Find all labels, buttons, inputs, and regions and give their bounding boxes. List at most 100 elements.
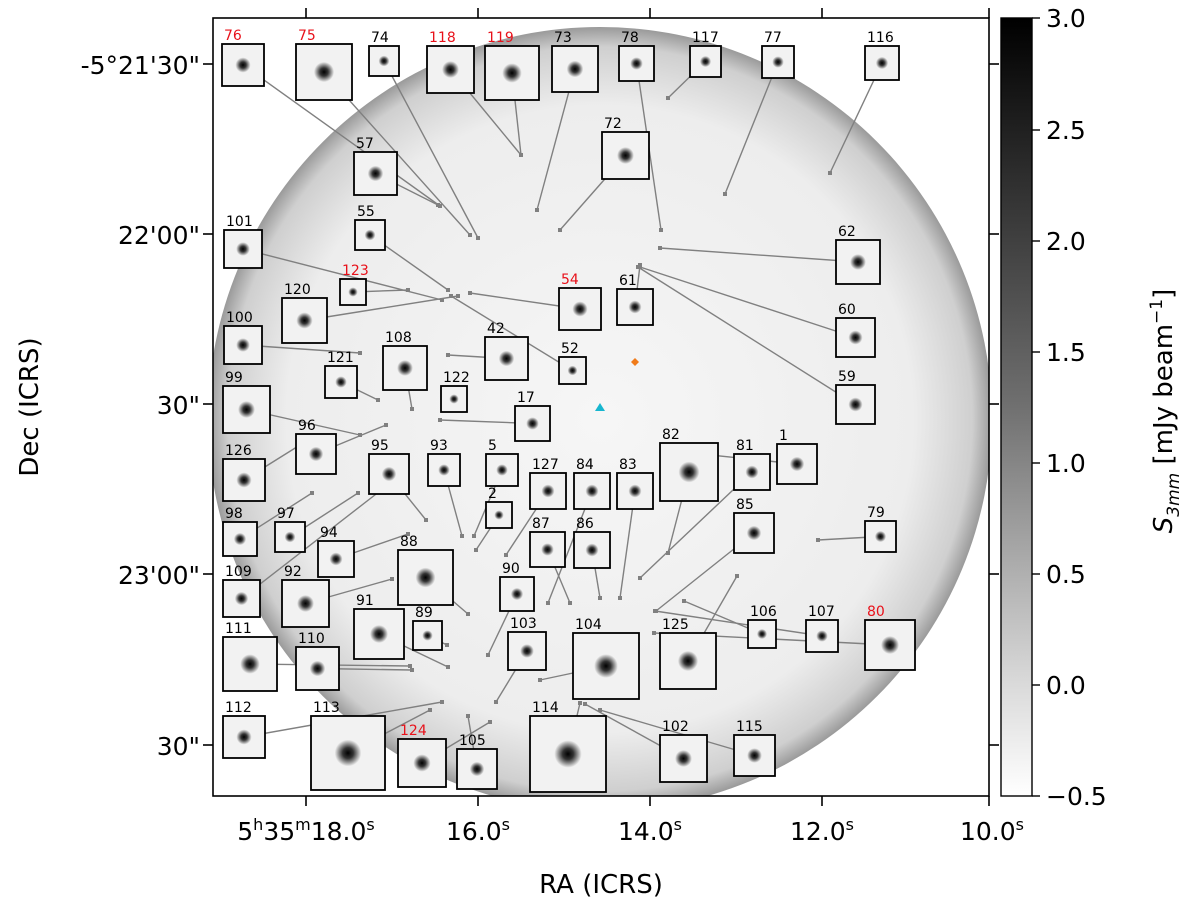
source-blob — [746, 525, 762, 541]
y-tick-labels: -5°21'30" 22'00" 30" 23'00" 30" — [81, 51, 200, 761]
source-position-marker — [438, 418, 442, 422]
colorbar-tick-label: 1.5 — [1046, 338, 1086, 367]
source-blob — [628, 300, 642, 314]
inset-frame — [281, 297, 328, 344]
source-blob — [367, 165, 384, 182]
source-inset-123: 123 — [339, 263, 369, 306]
source-position-marker — [735, 574, 739, 578]
source-position-marker — [424, 518, 428, 522]
source-label: 108 — [385, 330, 412, 346]
source-blob — [848, 330, 863, 345]
source-position-marker — [446, 288, 450, 292]
source-label: 103 — [510, 616, 537, 632]
source-label: 60 — [838, 302, 856, 318]
source-blob — [498, 350, 515, 367]
source-inset-90: 90 — [499, 561, 535, 612]
source-blob — [415, 567, 436, 588]
x-axis-title: RA (ICRS) — [539, 870, 663, 900]
source-inset-94: 94 — [317, 525, 355, 578]
source-inset-117: 117 — [689, 30, 722, 78]
source-blob — [236, 242, 250, 256]
leader-line — [242, 64, 441, 207]
x-tick-label: 14.0s — [618, 815, 682, 846]
inset-frame — [223, 229, 263, 269]
source-label: 76 — [224, 28, 242, 44]
source-inset-81: 81 — [733, 438, 771, 491]
leader-line — [829, 62, 883, 174]
source-position-marker — [652, 631, 656, 635]
source-blob — [296, 312, 313, 329]
source-inset-118: 118 — [426, 30, 475, 94]
colorbar — [1000, 17, 1033, 797]
inset-frame — [412, 620, 443, 651]
source-label: 89 — [415, 605, 433, 621]
source-label: 127 — [532, 457, 559, 473]
source-label: 123 — [342, 263, 369, 279]
source-position-marker — [356, 491, 360, 495]
source-position-marker — [410, 407, 414, 411]
source-blob — [699, 55, 712, 68]
source-blob — [848, 397, 863, 412]
source-inset-54: 54 — [558, 272, 602, 331]
source-blob — [334, 739, 362, 767]
source-label: 109 — [225, 564, 252, 580]
source-inset-42: 42 — [484, 321, 529, 381]
source-inset-61: 61 — [616, 273, 654, 326]
source-label: 78 — [621, 30, 639, 46]
y-tick-label: 30" — [157, 732, 200, 761]
colorbar-label: S3mm [mJy beam−1] — [1147, 289, 1184, 534]
source-label: 55 — [357, 204, 375, 220]
source-position-marker — [406, 288, 410, 292]
source-inset-124: 124 — [397, 723, 447, 788]
source-inset-119: 119 — [484, 30, 540, 101]
source-blob — [370, 625, 388, 643]
source-label: 85 — [736, 497, 754, 513]
source-position-marker — [460, 534, 464, 538]
source-inset-93: 93 — [427, 438, 461, 487]
source-blob — [678, 461, 700, 483]
leader-line — [637, 266, 856, 406]
source-position-marker — [466, 714, 470, 718]
source-inset-74: 74 — [368, 30, 400, 77]
source-position-marker — [659, 228, 663, 232]
source-label: 126 — [225, 443, 252, 459]
plot-frame — [212, 17, 990, 797]
source-position-marker — [406, 532, 410, 536]
source-label: 79 — [867, 505, 885, 521]
colorbar-tick-label: 0.0 — [1046, 671, 1086, 700]
source-inset-17: 17 — [514, 390, 551, 442]
source-position-marker — [440, 700, 444, 704]
source-blob — [502, 63, 522, 83]
source-label: 121 — [327, 350, 354, 366]
source-label: 96 — [298, 418, 316, 434]
source-label: 83 — [619, 457, 637, 473]
source-insets: 76 75 74 118 119 73 78 117 77 1167257551016212354… — [221, 28, 916, 793]
source-inset-77: 77 — [761, 30, 795, 79]
source-label: 93 — [430, 438, 448, 454]
inset-frame — [485, 453, 519, 487]
source-label: 57 — [356, 136, 374, 152]
source-position-marker — [558, 228, 562, 232]
source-inset-113: 113 — [310, 700, 386, 791]
source-blob — [329, 552, 343, 566]
source-position-marker — [578, 701, 582, 705]
source-blob — [449, 394, 459, 404]
colorbar-tick-label: −0.5 — [1046, 782, 1107, 811]
source-label: 111 — [225, 621, 252, 637]
source-inset-73: 73 — [551, 30, 599, 93]
source-blob — [520, 644, 534, 658]
source-inset-1: 1 — [776, 428, 818, 485]
y-axis-title: Dec (ICRS) — [15, 337, 45, 476]
leader-line — [724, 61, 779, 195]
source-blob — [566, 60, 584, 78]
source-inset-89: 89 — [412, 605, 443, 651]
source-label: 84 — [576, 457, 594, 473]
y-tick-label: 30" — [157, 391, 200, 420]
source-position-marker — [658, 246, 662, 250]
source-inset-114: 114 — [529, 700, 607, 793]
source-position-marker — [568, 601, 572, 605]
inset-frame — [222, 715, 266, 759]
source-position-marker — [468, 291, 472, 295]
source-blob — [496, 464, 508, 476]
